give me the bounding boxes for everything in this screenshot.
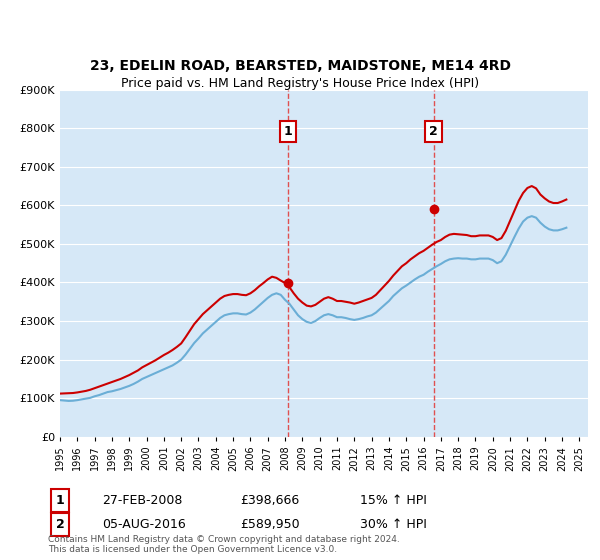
Text: Price paid vs. HM Land Registry's House Price Index (HPI): Price paid vs. HM Land Registry's House … [121, 77, 479, 90]
Text: 27-FEB-2008: 27-FEB-2008 [102, 494, 182, 507]
Text: 1: 1 [56, 494, 64, 507]
Text: 1: 1 [283, 125, 292, 138]
Text: 15% ↑ HPI: 15% ↑ HPI [360, 494, 427, 507]
Text: 23, EDELIN ROAD, BEARSTED, MAIDSTONE, ME14 4RD: 23, EDELIN ROAD, BEARSTED, MAIDSTONE, ME… [89, 59, 511, 73]
Text: £398,666: £398,666 [240, 494, 299, 507]
Text: 2: 2 [56, 518, 64, 531]
Text: Contains HM Land Registry data © Crown copyright and database right 2024.
This d: Contains HM Land Registry data © Crown c… [48, 535, 400, 554]
Text: £589,950: £589,950 [240, 518, 299, 531]
Text: 30% ↑ HPI: 30% ↑ HPI [360, 518, 427, 531]
Text: 2: 2 [429, 125, 438, 138]
Text: 05-AUG-2016: 05-AUG-2016 [102, 518, 186, 531]
